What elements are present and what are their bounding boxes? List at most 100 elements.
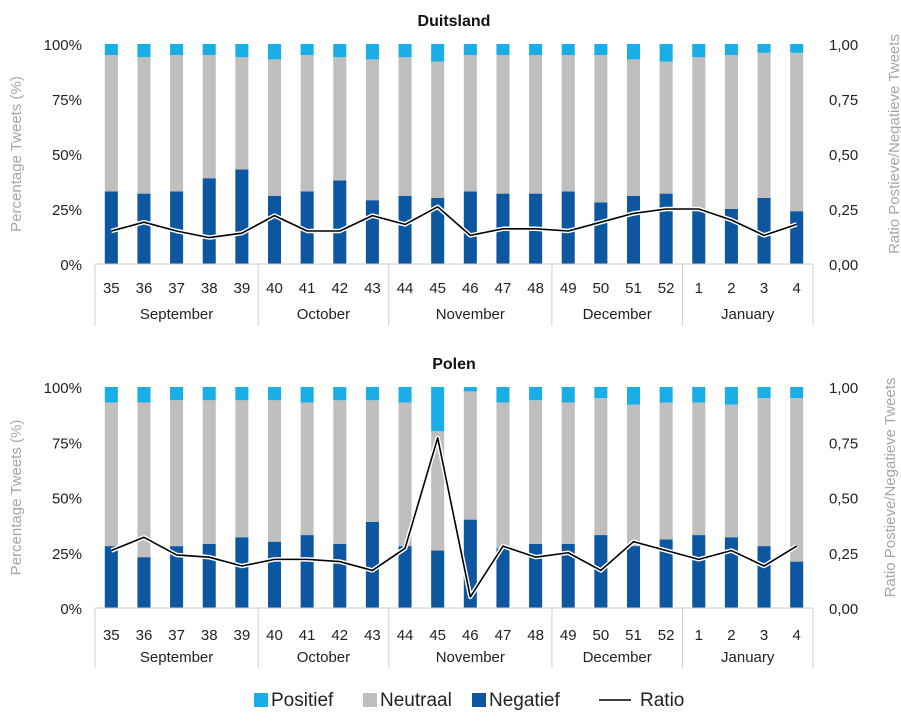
y-tick-label: 25% xyxy=(52,202,82,219)
x-tick-label: 40 xyxy=(266,280,283,297)
bar-positief xyxy=(594,387,608,399)
bar-positief xyxy=(757,387,771,399)
x-tick-label: 39 xyxy=(234,627,251,644)
bar-positief xyxy=(202,387,216,401)
y2-tick-label: 0,50 xyxy=(829,491,858,508)
bar-neutraal xyxy=(757,398,771,547)
bar-positief xyxy=(659,44,673,62)
bar-positief xyxy=(170,387,184,401)
y2-axis-title: Ratio Postieve/Negatieve Tweets xyxy=(886,34,901,254)
bar-neutraal xyxy=(235,400,249,538)
y2-tick-label: 0,75 xyxy=(829,92,858,109)
y-tick-label: 50% xyxy=(52,491,82,508)
bar-neutraal xyxy=(104,55,118,192)
bar-neutraal xyxy=(267,59,282,196)
y-tick-label: 0% xyxy=(60,257,82,274)
bar-negatief xyxy=(300,535,314,608)
legend-swatch-negatief xyxy=(472,693,486,707)
x-tick-label: 48 xyxy=(527,280,544,297)
bar-positief xyxy=(235,44,249,58)
y2-tick-label: 1,00 xyxy=(829,37,858,54)
legend-label-negatief: Negatief xyxy=(489,690,560,711)
bar-neutraal xyxy=(300,402,314,536)
x-tick-label: 38 xyxy=(201,627,218,644)
x-tick-label: 50 xyxy=(593,627,610,644)
y2-tick-label: 0,50 xyxy=(829,147,858,164)
x-tick-label: 36 xyxy=(136,280,153,297)
y2-tick-label: 0,00 xyxy=(829,601,858,618)
x-tick-label: 3 xyxy=(760,280,768,297)
x-tick-label: 44 xyxy=(397,280,414,297)
x-tick-label: 35 xyxy=(103,280,120,297)
bar-positief xyxy=(496,44,510,55)
bar-neutraal xyxy=(626,59,641,196)
bar-neutraal xyxy=(170,400,184,547)
bar-positief xyxy=(692,44,706,58)
bar-positief xyxy=(659,387,673,403)
bar-positief xyxy=(300,387,314,403)
chart-panel-duitsland: Duitsland Percentage Tweets (%) Ratio Post… xyxy=(8,13,901,326)
bar-positief xyxy=(137,44,151,58)
bar-neutraal xyxy=(626,404,641,547)
bar-negatief xyxy=(790,561,804,608)
month-label: October xyxy=(297,649,350,666)
month-label: November xyxy=(436,306,505,323)
bar-positief xyxy=(529,44,543,55)
x-tick-label: 1 xyxy=(695,280,703,297)
x-tick-label: 52 xyxy=(658,627,675,644)
bar-neutraal xyxy=(594,55,608,203)
bar-negatief xyxy=(235,537,249,608)
month-label: December xyxy=(583,306,652,323)
x-tick-label: 4 xyxy=(793,627,801,644)
x-tick-label: 37 xyxy=(168,627,185,644)
bar-neutraal xyxy=(724,55,738,209)
x-tick-label: 45 xyxy=(429,280,446,297)
x-tick-label: 37 xyxy=(168,280,185,297)
x-tick-label: 40 xyxy=(266,627,283,644)
month-label: January xyxy=(721,649,775,666)
bar-neutraal xyxy=(235,57,249,170)
x-tick-label: 52 xyxy=(658,280,675,297)
month-label: October xyxy=(297,306,350,323)
bar-negatief xyxy=(626,546,641,608)
legend-label-ratio: Ratio xyxy=(640,690,684,711)
bar-negatief xyxy=(202,178,216,264)
month-label: September xyxy=(140,306,213,323)
y-axis-title: Percentage Tweets (%) xyxy=(8,76,25,232)
y-tick-label: 0% xyxy=(60,601,82,618)
bar-positief xyxy=(529,387,543,401)
legend: Positief Neutraal Negatief Ratio xyxy=(254,690,684,711)
bar-positief xyxy=(431,387,445,432)
bar-neutraal xyxy=(365,400,379,522)
x-tick-label: 47 xyxy=(495,280,512,297)
bar-neutraal xyxy=(463,55,477,192)
y-tick-label: 75% xyxy=(52,435,82,452)
bar-neutraal xyxy=(692,57,706,210)
bar-neutraal xyxy=(561,402,575,544)
bar-negatief xyxy=(659,193,673,264)
y-tick-label: 50% xyxy=(52,147,82,164)
bar-group xyxy=(104,44,804,264)
x-tick-label: 46 xyxy=(462,627,479,644)
bar-positief xyxy=(463,44,477,55)
bar-negatief xyxy=(398,195,412,264)
bar-neutraal xyxy=(137,57,151,194)
bar-negatief xyxy=(692,209,706,264)
x-tick-label: 42 xyxy=(331,280,348,297)
x-tick-label: 45 xyxy=(429,627,446,644)
legend-label-positief: Positief xyxy=(271,690,334,711)
bar-negatief xyxy=(692,535,706,608)
bar-neutraal xyxy=(398,57,412,196)
bar-negatief xyxy=(659,539,673,608)
bar-neutraal xyxy=(202,55,216,179)
ratio-line xyxy=(111,206,797,239)
x-tick-label: 35 xyxy=(103,627,120,644)
bar-positief xyxy=(561,387,575,403)
bar-neutraal xyxy=(137,402,151,558)
bar-neutraal xyxy=(365,59,379,201)
bar-negatief xyxy=(300,191,314,264)
y-tick-label: 75% xyxy=(52,92,82,109)
x-tick-label: 1 xyxy=(695,627,703,644)
bar-positief xyxy=(398,44,412,58)
bar-positief xyxy=(365,44,379,60)
